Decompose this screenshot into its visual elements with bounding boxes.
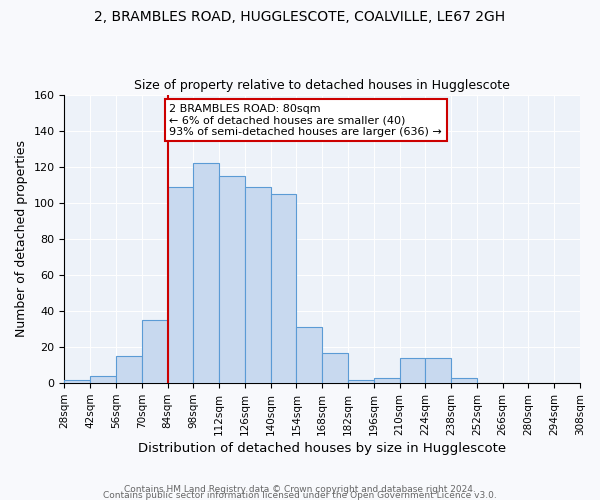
Title: Size of property relative to detached houses in Hugglescote: Size of property relative to detached ho…	[134, 79, 510, 92]
Bar	[451, 378, 477, 383]
Bar	[245, 186, 271, 383]
Bar	[400, 358, 425, 383]
Bar	[167, 186, 193, 383]
Bar	[348, 380, 374, 383]
Bar	[219, 176, 245, 383]
Bar	[374, 378, 400, 383]
Bar	[296, 328, 322, 383]
Text: Contains HM Land Registry data © Crown copyright and database right 2024.: Contains HM Land Registry data © Crown c…	[124, 484, 476, 494]
Y-axis label: Number of detached properties: Number of detached properties	[15, 140, 28, 338]
Bar	[425, 358, 451, 383]
Bar	[64, 380, 90, 383]
Text: 2, BRAMBLES ROAD, HUGGLESCOTE, COALVILLE, LE67 2GH: 2, BRAMBLES ROAD, HUGGLESCOTE, COALVILLE…	[94, 10, 506, 24]
Bar	[193, 163, 219, 383]
Bar	[142, 320, 167, 383]
Bar	[271, 194, 296, 383]
Bar	[90, 376, 116, 383]
Text: 2 BRAMBLES ROAD: 80sqm
← 6% of detached houses are smaller (40)
93% of semi-deta: 2 BRAMBLES ROAD: 80sqm ← 6% of detached …	[169, 104, 442, 137]
Text: Contains public sector information licensed under the Open Government Licence v3: Contains public sector information licen…	[103, 490, 497, 500]
Bar	[322, 352, 348, 383]
Bar	[116, 356, 142, 383]
X-axis label: Distribution of detached houses by size in Hugglescote: Distribution of detached houses by size …	[138, 442, 506, 455]
